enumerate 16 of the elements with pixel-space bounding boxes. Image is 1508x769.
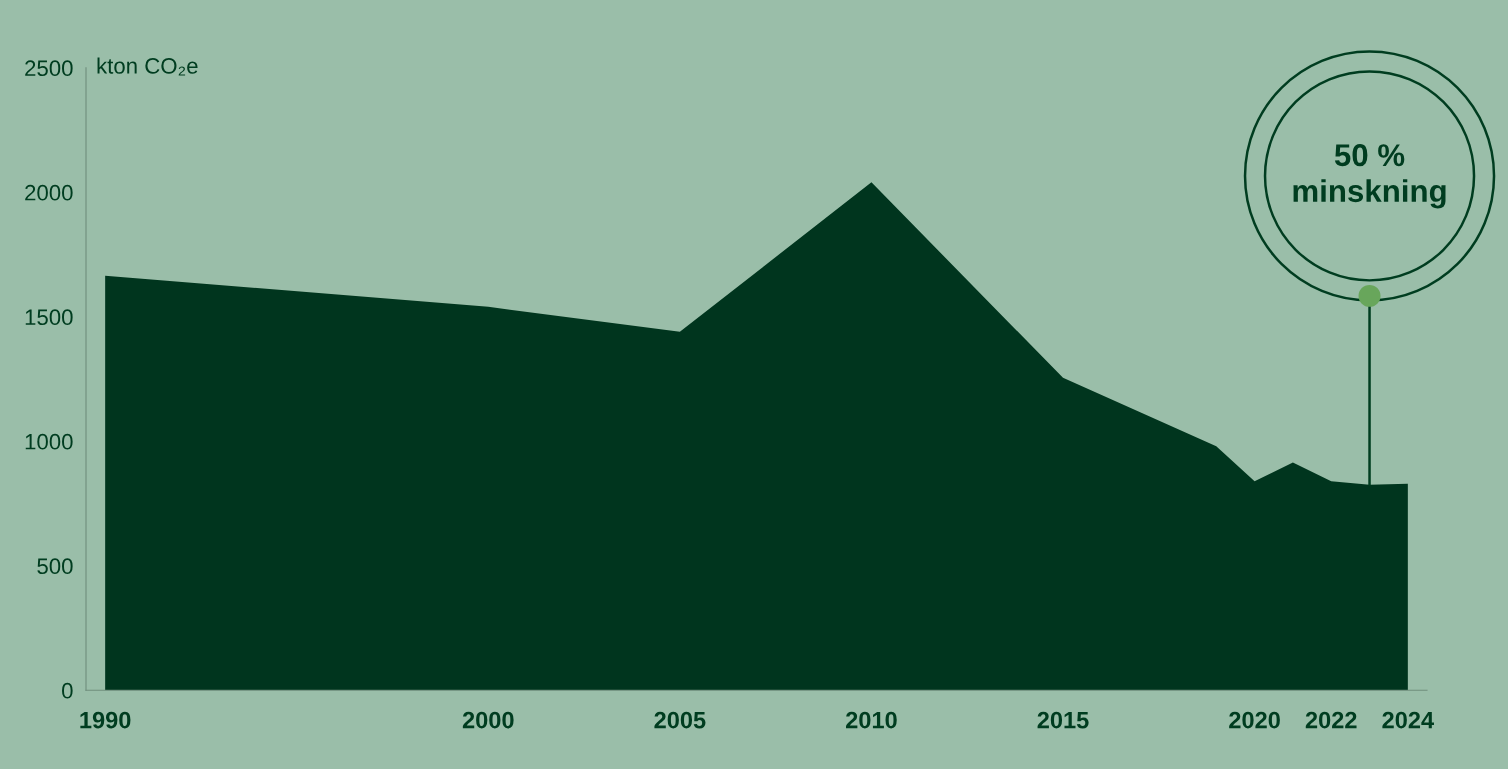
- annotation: 50 % minskning: [1293, 144, 1446, 209]
- y-tick-label: 500: [37, 558, 73, 575]
- x-tick-label: 2005: [654, 711, 706, 729]
- y-tick-label: 1500: [25, 309, 73, 326]
- x-tick-label: 1990: [80, 711, 131, 729]
- y-axis-title: kton CO₂e: [97, 57, 198, 76]
- x-tick-label: 2020: [1229, 711, 1280, 729]
- y-tick-label: 1000: [25, 433, 73, 450]
- x-tick-label: 2022: [1305, 711, 1357, 729]
- x-tick-label: 2024: [1382, 711, 1434, 729]
- x-tick-label: 2015: [1037, 711, 1089, 729]
- y-tick-label: 0: [62, 682, 73, 699]
- x-tick-label: 2010: [846, 711, 897, 729]
- y-tick-label: 2000: [25, 184, 73, 201]
- y-tick-label: 2500: [25, 60, 73, 77]
- x-tick-label: 2000: [462, 711, 514, 729]
